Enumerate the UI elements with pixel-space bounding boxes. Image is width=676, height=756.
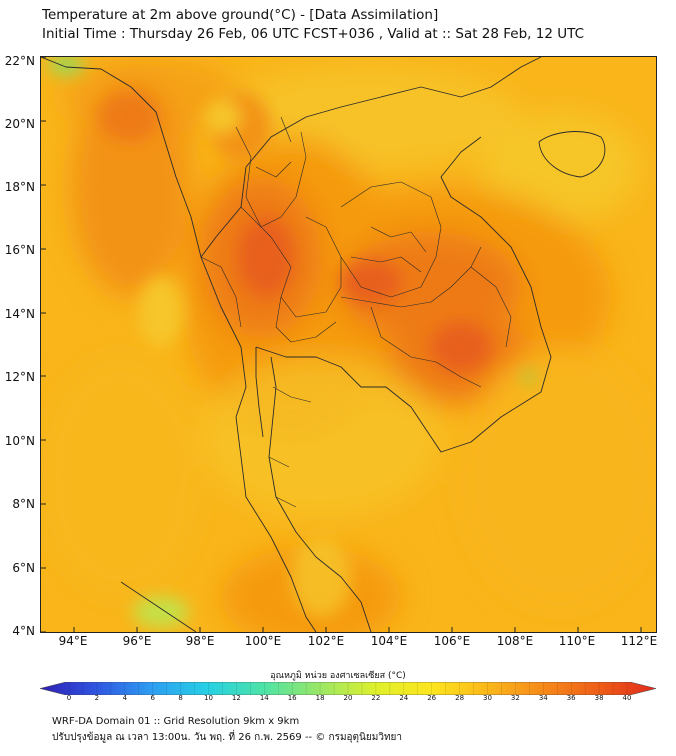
temperature-map [40, 56, 657, 633]
lat-label-8: 8°N [12, 497, 35, 511]
colorbar-tick-34: 34 [538, 694, 548, 702]
colorbar-tick-20: 20 [343, 694, 353, 702]
lat-label-16: 16°N [4, 243, 35, 257]
colorbar-tick-30: 30 [483, 694, 492, 702]
temperature-map-svg [41, 57, 656, 632]
lon-label-108: 108°E [496, 634, 534, 648]
coastlines [41, 57, 606, 632]
lon-label-96: 96°E [122, 634, 152, 648]
map-title: Temperature at 2m above ground(°C) - [Da… [42, 7, 439, 23]
lon-label-100: 100°E [244, 634, 282, 648]
colorbar [39, 680, 657, 696]
colorbar-tick-38: 38 [594, 694, 604, 702]
lon-label-112: 112°E [620, 634, 658, 648]
colorbar-tick-10: 10 [204, 694, 213, 702]
colorbar-tick-2: 2 [94, 694, 100, 702]
colorbar-tick-40: 40 [622, 694, 632, 702]
lat-label-14: 14°N [4, 307, 35, 321]
lon-label-110: 110°E [558, 634, 596, 648]
colorbar-tick-28: 28 [455, 694, 465, 702]
colorbar-tick-8: 8 [178, 694, 183, 702]
colorbar-tick-labels: 0 2 4 6 8 10 12 14 16 18 20 22 24 26 28 30 32 34 36 38 40 [0, 694, 676, 706]
hot-spots [48, 57, 535, 628]
lat-label-12: 12°N [4, 370, 35, 384]
colorbar-tick-26: 26 [427, 694, 437, 702]
colorbar-tick-0: 0 [66, 694, 72, 702]
colorbar-tick-32: 32 [510, 694, 520, 702]
footer-update-info: ปรับปรุงข้อมูล ณ เวลา 13:00น. วัน พฤ. ที… [52, 732, 403, 743]
colorbar-tick-24: 24 [399, 694, 409, 702]
lon-label-94: 94°E [58, 634, 88, 648]
colorbar-tick-22: 22 [371, 694, 381, 702]
lat-label-4: 4°N [12, 624, 35, 638]
colorbar-tick-16: 16 [287, 694, 297, 702]
colorbar-tick-12: 12 [231, 694, 241, 702]
lon-label-102: 102°E [307, 634, 345, 648]
colorbar-svg [39, 681, 657, 696]
lat-label-20: 20°N [4, 117, 35, 131]
lat-label-18: 18°N [4, 180, 35, 194]
colorbar-tick-6: 6 [150, 694, 155, 702]
colorbar-tick-4: 4 [122, 694, 128, 702]
colorbar-tick-36: 36 [566, 694, 576, 702]
colorbar-title: อุณหภูมิ หน่วย องศาเซลเซียส (°C) [270, 671, 406, 681]
footer-model-info: WRF-DA Domain 01 :: Grid Resolution 9km … [52, 716, 300, 727]
colorbar-tick-18: 18 [315, 694, 325, 702]
colorbar-tick-14: 14 [259, 694, 269, 702]
lat-label-10: 10°N [4, 434, 35, 448]
lon-label-106: 106°E [433, 634, 471, 648]
province-borders [200, 116, 512, 508]
temperature-field [41, 57, 656, 632]
lon-label-98: 98°E [185, 634, 215, 648]
lon-label-104: 104°E [370, 634, 408, 648]
map-subtitle: Initial Time : Thursday 26 Feb, 06 UTC F… [42, 26, 584, 42]
graticule-ticks [41, 57, 642, 632]
lat-label-22: 22°N [4, 54, 35, 68]
lat-label-6: 6°N [12, 561, 35, 575]
